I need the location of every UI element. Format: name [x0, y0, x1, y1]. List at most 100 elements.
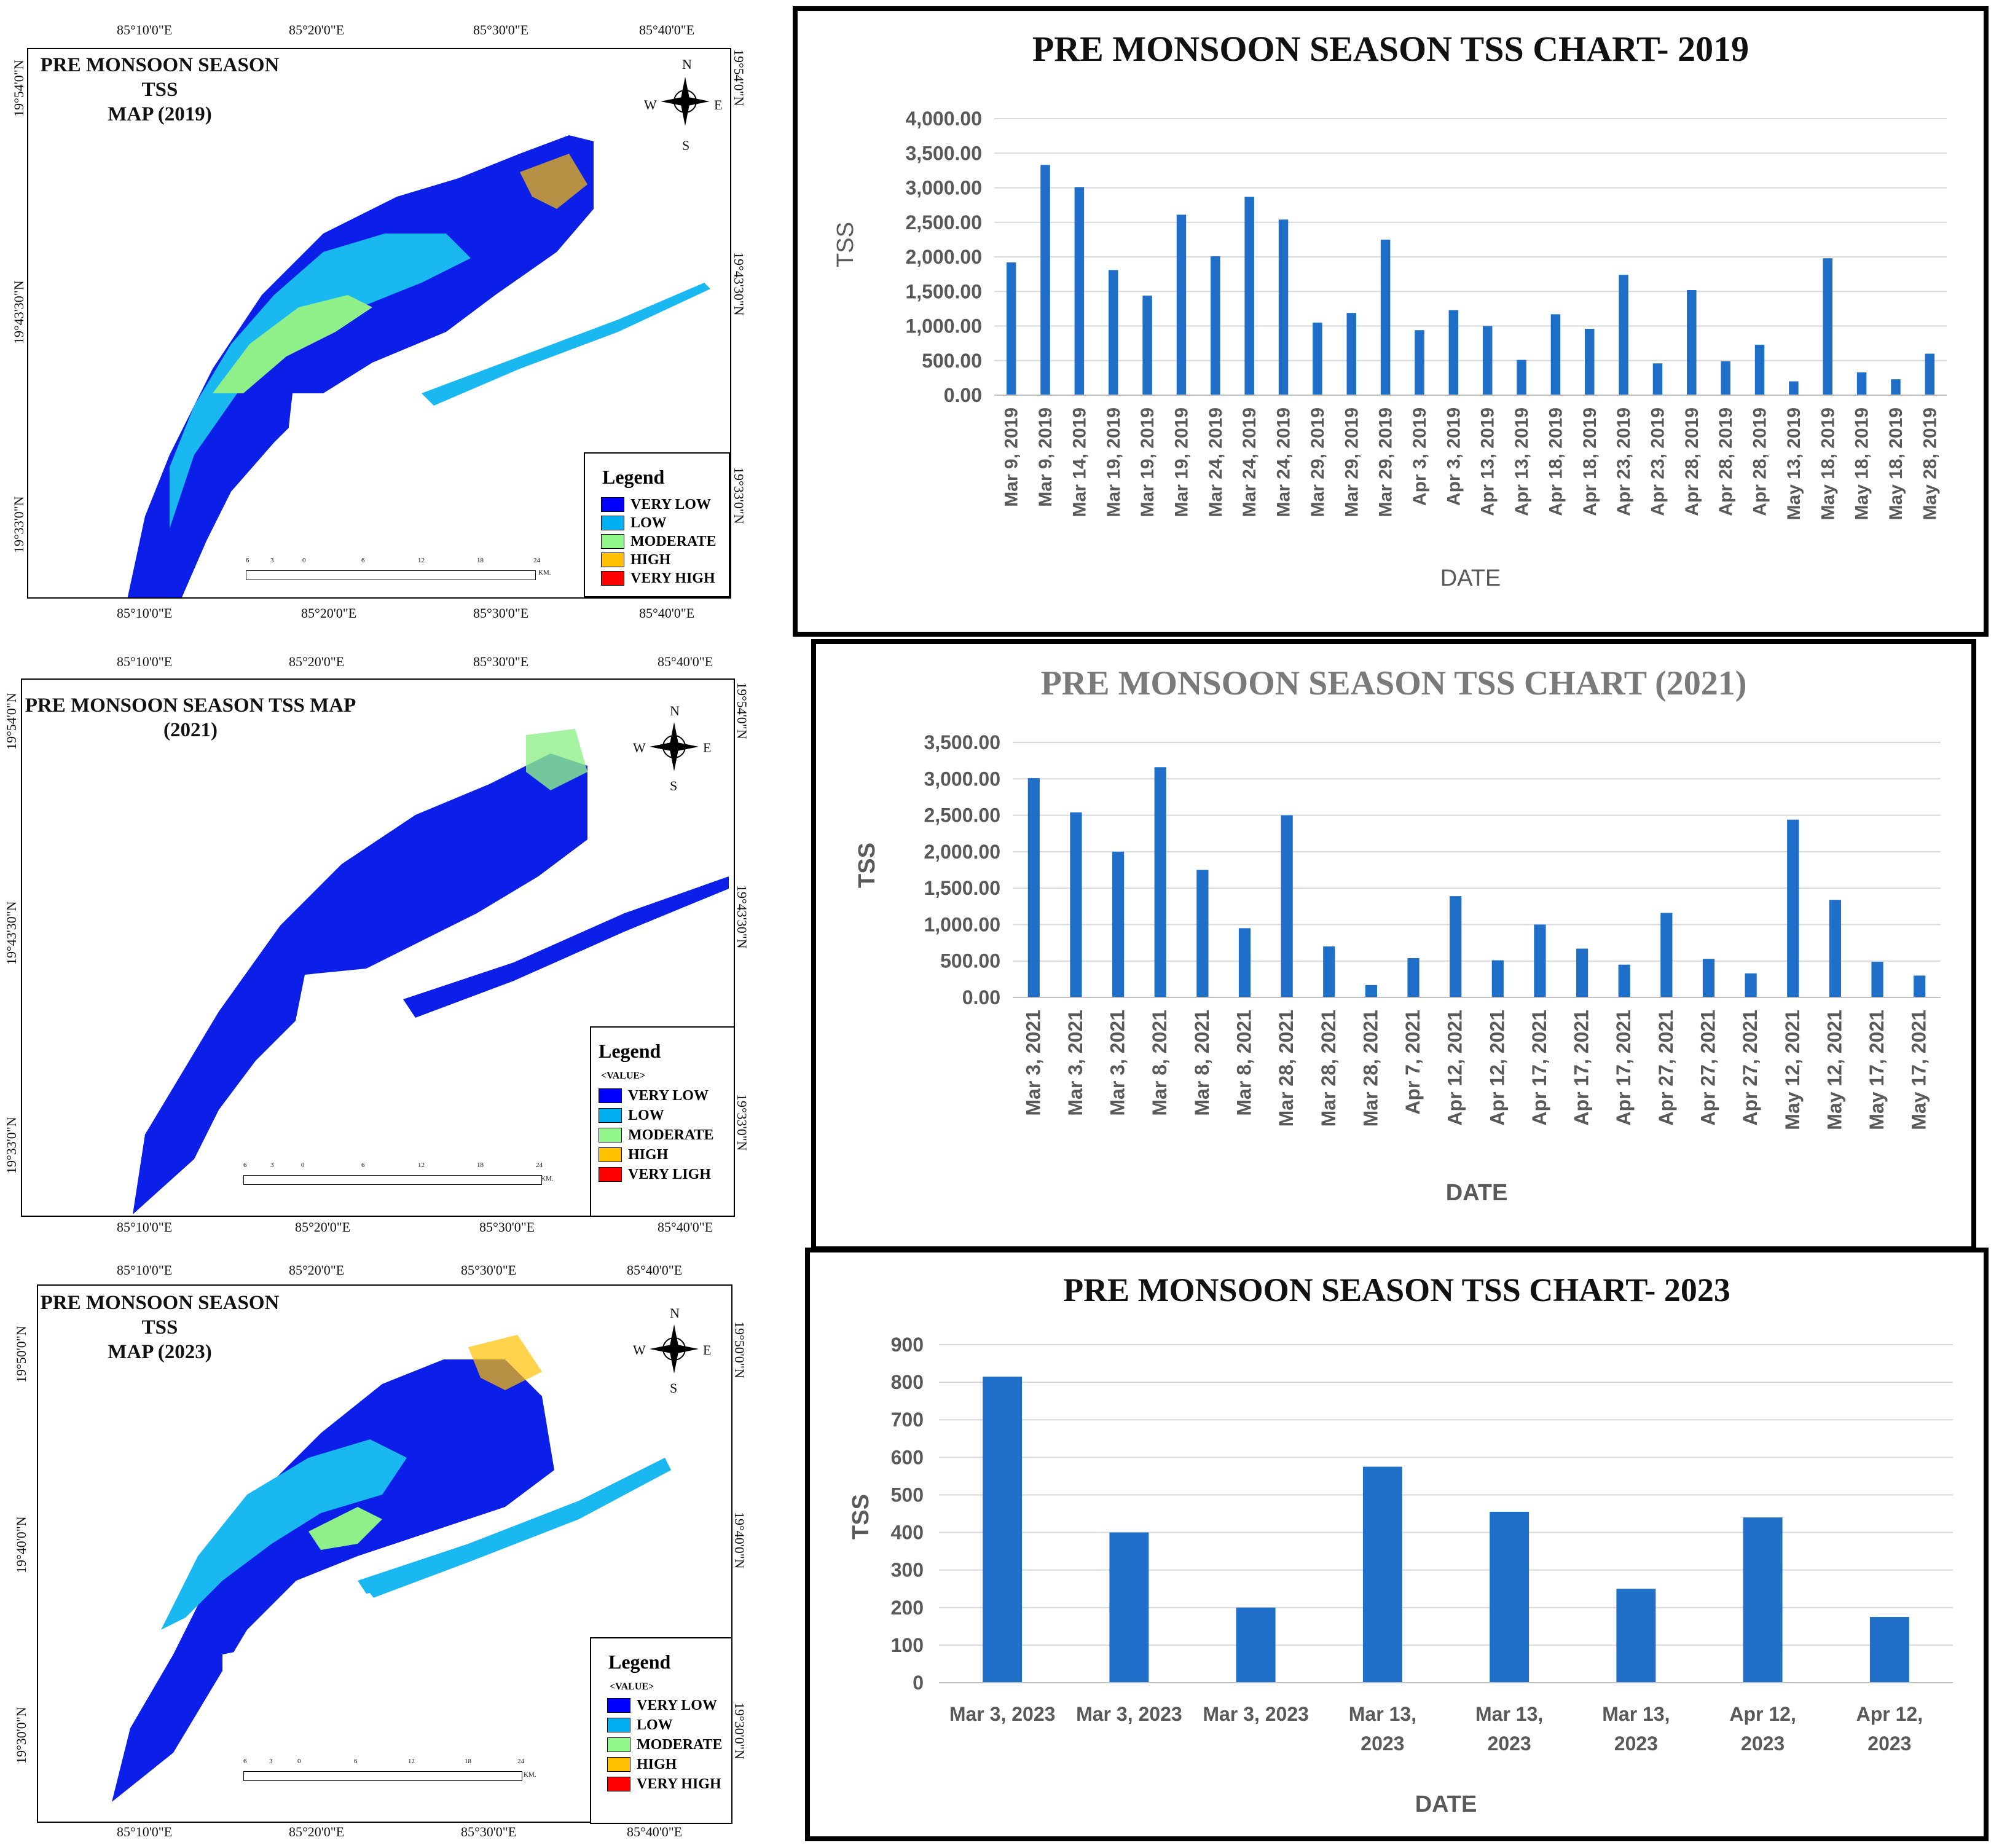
- bar: [1006, 262, 1016, 395]
- map-legend: Legend VERY LOW LOW MODERATE HIGH VERY H…: [584, 452, 730, 597]
- bar: [1244, 197, 1254, 395]
- bottom-lon-label: 85°20'0"E: [295, 1219, 351, 1235]
- legend-swatch: [607, 1698, 630, 1713]
- x-tick-label: Mar 3, 2021: [1064, 1010, 1086, 1116]
- y-axis-title: TSS: [854, 843, 880, 888]
- bar: [1365, 985, 1378, 997]
- bar: [1450, 896, 1462, 997]
- x-tick-label: May 18, 2019: [1852, 407, 1872, 520]
- lake-map-image: [127, 135, 710, 597]
- x-tick-label: Mar 3, 2021: [1107, 1010, 1129, 1116]
- bar: [1040, 165, 1050, 395]
- right-lat-label: 19°40'0"N: [732, 1512, 747, 1569]
- bottom-lon-label: 85°30'0"E: [461, 1824, 517, 1839]
- x-tick-label: May 18, 2019: [1886, 407, 1906, 520]
- bar: [1534, 924, 1546, 997]
- top-lon-label: 85°20'0"E: [289, 22, 345, 37]
- sea-channel: [358, 1458, 671, 1599]
- compass-w-label: W: [633, 1342, 646, 1358]
- legend-swatch: [601, 497, 624, 512]
- bottom-lon-label: 85°10'0"E: [117, 1219, 173, 1235]
- bar: [1415, 330, 1424, 395]
- bar: [1702, 959, 1715, 997]
- map-frame: [27, 48, 731, 599]
- lake-moderate-zone: [213, 295, 372, 393]
- top-lon-label: 85°20'0"E: [289, 654, 345, 669]
- bar: [1196, 870, 1209, 997]
- right-lat-label: 19°43'30"N: [731, 252, 747, 316]
- x-tick-label: May 28, 2019: [1920, 407, 1940, 520]
- compass-n-label: N: [670, 1305, 680, 1321]
- map-title-line1: PRE MONSOON SEASON TSS MAP: [25, 694, 356, 717]
- x-tick-label: Apr 12, 2023: [1729, 1703, 1796, 1755]
- x-tick-label: Mar 19, 2019: [1137, 407, 1158, 517]
- legend-swatch: [607, 1757, 630, 1772]
- bar: [1517, 360, 1526, 395]
- y-tick-label: 0: [913, 1672, 924, 1694]
- bar: [1346, 313, 1356, 395]
- x-tick-label: May 13, 2019: [1784, 407, 1804, 520]
- left-lat-label: 19°50'0"N: [14, 1326, 29, 1383]
- scale-label: 3: [269, 1758, 273, 1765]
- y-tick-label: 2,500.00: [905, 211, 982, 234]
- bar: [1407, 957, 1420, 997]
- bar: [1236, 1607, 1276, 1683]
- x-tick-label: Apr 27, 2021: [1697, 1010, 1719, 1126]
- bar: [1027, 778, 1040, 997]
- x-tick-label: Mar 28, 2021: [1318, 1010, 1340, 1126]
- tss-map-2023: PRE MONSOON SEASON TSS MAP (2023) 85°10'…: [0, 1248, 756, 1848]
- legend-swatch: [601, 534, 624, 549]
- top-lon-label: 85°10'0"E: [117, 654, 173, 669]
- compass-e-label: E: [703, 1342, 712, 1358]
- scale-label: 6: [246, 557, 249, 564]
- x-tick-label: Mar 3, 2023: [949, 1703, 1056, 1725]
- left-lat-label: 19°33'0"N: [11, 496, 26, 553]
- bar: [1380, 239, 1391, 395]
- map-title: PRE MONSOON SEASON TSS MAP (2021): [25, 693, 356, 742]
- x-tick-label: Mar 3, 2023: [1076, 1703, 1182, 1725]
- x-tick-label: Mar 8, 2021: [1233, 1010, 1255, 1116]
- scale-bar: [243, 1175, 542, 1185]
- legend-swatch: [607, 1777, 630, 1791]
- bar: [1652, 363, 1663, 395]
- lake-high-zone: [468, 1335, 542, 1390]
- x-tick-label: Mar 13, 2023: [1475, 1703, 1543, 1755]
- y-tick-label: 900: [891, 1334, 924, 1356]
- tss-chart-2021-frame: PRE MONSOON SEASON TSS CHART (2021) 0.00…: [811, 639, 1976, 1251]
- y-axis-title: TSS: [848, 1494, 874, 1539]
- bar-chart-2019: 0.00 500.00 1,000.00 1,500.00 2,000.00 2,500.…: [833, 108, 1947, 591]
- compass-w-label: W: [644, 97, 657, 112]
- x-tick-label: Mar 9, 2019: [1035, 407, 1056, 507]
- island: [280, 833, 329, 876]
- legend-item: VERY LOW: [601, 497, 711, 513]
- bottom-lon-label: 85°20'0"E: [289, 1824, 345, 1839]
- y-tick-label: 600: [891, 1446, 924, 1468]
- y-axis-title: TSS: [833, 222, 858, 267]
- top-lon-label: 85°30'0"E: [473, 22, 529, 37]
- x-tick-label: Apr 28, 2019: [1716, 407, 1736, 516]
- legend-swatch: [601, 552, 624, 567]
- x-axis-title: DATE: [1415, 1791, 1477, 1817]
- x-tick-label: May 12, 2021: [1823, 1010, 1845, 1130]
- x-tick-label: May 18, 2019: [1818, 407, 1838, 520]
- x-tick-label: May 12, 2021: [1781, 1010, 1804, 1130]
- legend-item: HIGH: [601, 552, 670, 568]
- scale-label: 3: [270, 557, 274, 564]
- bar: [1211, 256, 1220, 395]
- x-tick-label: Mar 19, 2019: [1104, 407, 1124, 517]
- scale-label: 6: [354, 1758, 358, 1765]
- legend-item: VERY HIGH: [601, 570, 715, 586]
- chart-title: PRE MONSOON SEASON TSS CHART- 2019: [1032, 29, 1749, 69]
- x-axis-title: DATE: [1446, 1180, 1508, 1206]
- x-tick-label: Apr 7, 2021: [1402, 1010, 1424, 1115]
- island: [336, 449, 446, 529]
- x-tick-label: Mar 24, 2019: [1274, 407, 1294, 517]
- y-tick-label: 3,000.00: [924, 768, 1000, 790]
- x-tick-label: Apr 13, 2019: [1512, 407, 1532, 516]
- bar: [1914, 975, 1926, 997]
- bar: [1323, 946, 1335, 997]
- bar: [1585, 329, 1595, 395]
- bottom-lon-label: 85°40'0"E: [639, 605, 695, 621]
- map-title: PRE MONSOON SEASON TSS MAP (2019): [37, 53, 283, 127]
- legend-item: VERY LIGH: [599, 1166, 711, 1182]
